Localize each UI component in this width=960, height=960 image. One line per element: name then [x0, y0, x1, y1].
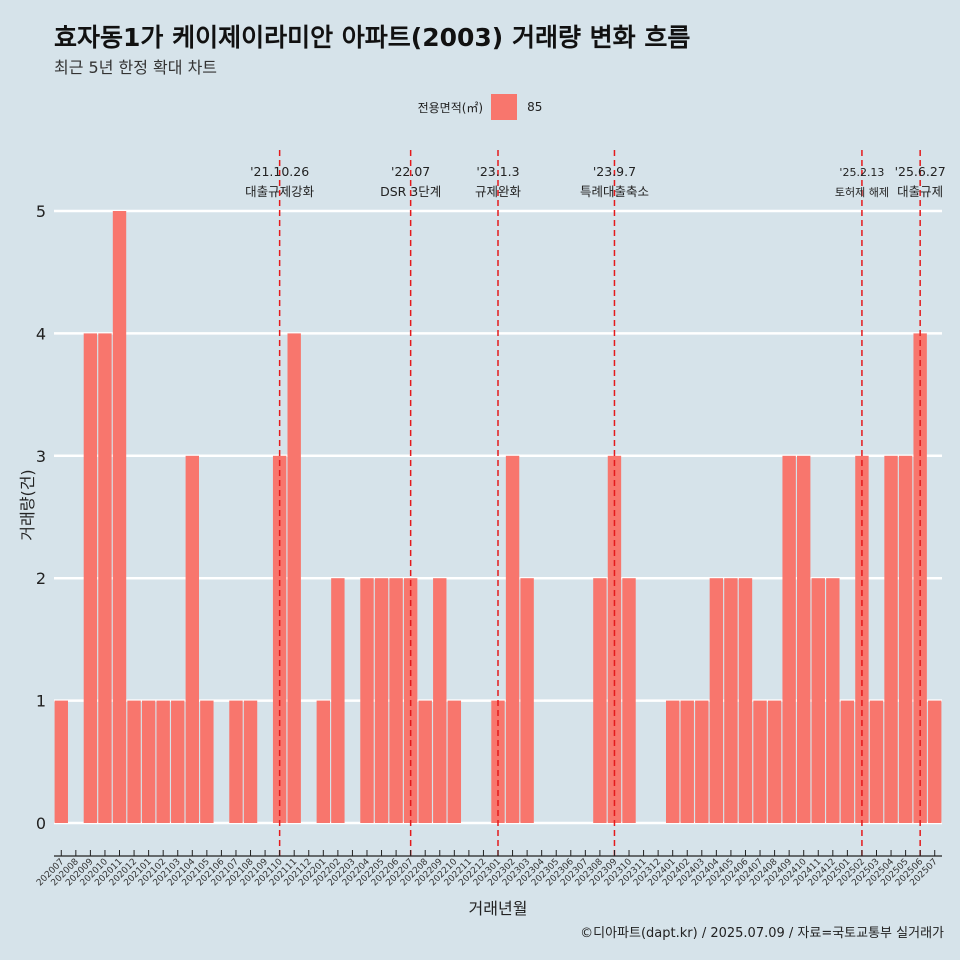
bar [607, 455, 622, 823]
bar [331, 578, 345, 823]
bar [54, 700, 68, 823]
bar [505, 455, 520, 823]
annotation-date: '22.07 [391, 164, 430, 179]
bars [54, 211, 942, 823]
bar [782, 455, 796, 823]
y-axis-label: 거래량(건) [18, 469, 37, 540]
legend: 전용면적(㎡) 85 [0, 94, 960, 120]
annotation-text: 특례대출축소 [580, 184, 649, 199]
bar [724, 578, 738, 823]
annotation-date: '25.6.27 [895, 164, 946, 179]
bar [389, 578, 403, 823]
annotation-date: '25.2.13 [839, 166, 884, 179]
bar [185, 455, 199, 823]
annotation-text: 대출규제강화 [245, 184, 315, 199]
bar [316, 700, 331, 823]
x-axis-label: 거래년월 [469, 899, 528, 918]
bar [855, 455, 869, 823]
bar [665, 700, 680, 823]
legend-key-85 [491, 94, 518, 120]
bar [884, 455, 898, 823]
bar [695, 700, 709, 823]
bar [840, 700, 855, 823]
bar [622, 578, 636, 823]
bar [200, 700, 214, 823]
y-tick-label: 5 [36, 202, 46, 221]
bar [418, 700, 432, 823]
y-tick-label: 4 [36, 324, 46, 343]
chart-title: 효자동1가 케이제이라미안 아파트(2003) 거래량 변화 흐름 [54, 23, 691, 52]
bar [767, 700, 782, 823]
annotations: '21.10.26 대출규제강화 '22.07 DSR 3단계 '23.1.3 규제완화 '… [245, 150, 946, 856]
annotation-date: '23.1.3 [476, 164, 519, 179]
bar [869, 700, 884, 823]
annotation-date: '23.9.7 [593, 164, 636, 179]
y-tick-label: 1 [36, 692, 46, 711]
bar [928, 700, 942, 823]
chart-subtitle: 최근 5년 한정 확대 차트 [54, 58, 218, 77]
bar [360, 578, 374, 823]
bar [447, 700, 462, 823]
bar [141, 700, 156, 823]
annotation-text: DSR 3단계 [380, 184, 441, 199]
bar [520, 578, 534, 823]
annotation-text: 대출규제 [897, 184, 943, 199]
bar [797, 455, 811, 823]
bar [738, 578, 753, 823]
y-tick-label: 0 [36, 814, 46, 833]
caption: ©디아파트(dapt.kr) / 2025.07.09 / 자료=국토교통부 실… [580, 926, 944, 941]
annotation-date: '21.10.26 [250, 164, 309, 179]
bar [709, 578, 724, 823]
bar [156, 700, 170, 823]
bar [826, 578, 840, 823]
bar [98, 333, 112, 823]
bar [127, 700, 141, 823]
bar [287, 333, 301, 823]
bar [811, 578, 825, 823]
bar [374, 578, 389, 823]
bar [913, 333, 927, 823]
bar [898, 455, 913, 823]
y-tick-label: 3 [36, 447, 46, 466]
bar [753, 700, 767, 823]
bar [83, 333, 98, 823]
legend-label-85: 85 [527, 100, 543, 114]
annotation-text: 토허제 해제 [835, 185, 889, 199]
y-tick-label: 2 [36, 569, 46, 588]
bar [272, 455, 287, 823]
bar [171, 700, 185, 823]
annotation-text: 규제완화 [475, 184, 522, 199]
legend-title: 전용면적(㎡) [417, 100, 484, 115]
bar [243, 700, 258, 823]
bar [680, 700, 694, 823]
bar [593, 578, 607, 823]
bar [433, 578, 447, 823]
bar [229, 700, 243, 823]
bar [112, 211, 127, 823]
